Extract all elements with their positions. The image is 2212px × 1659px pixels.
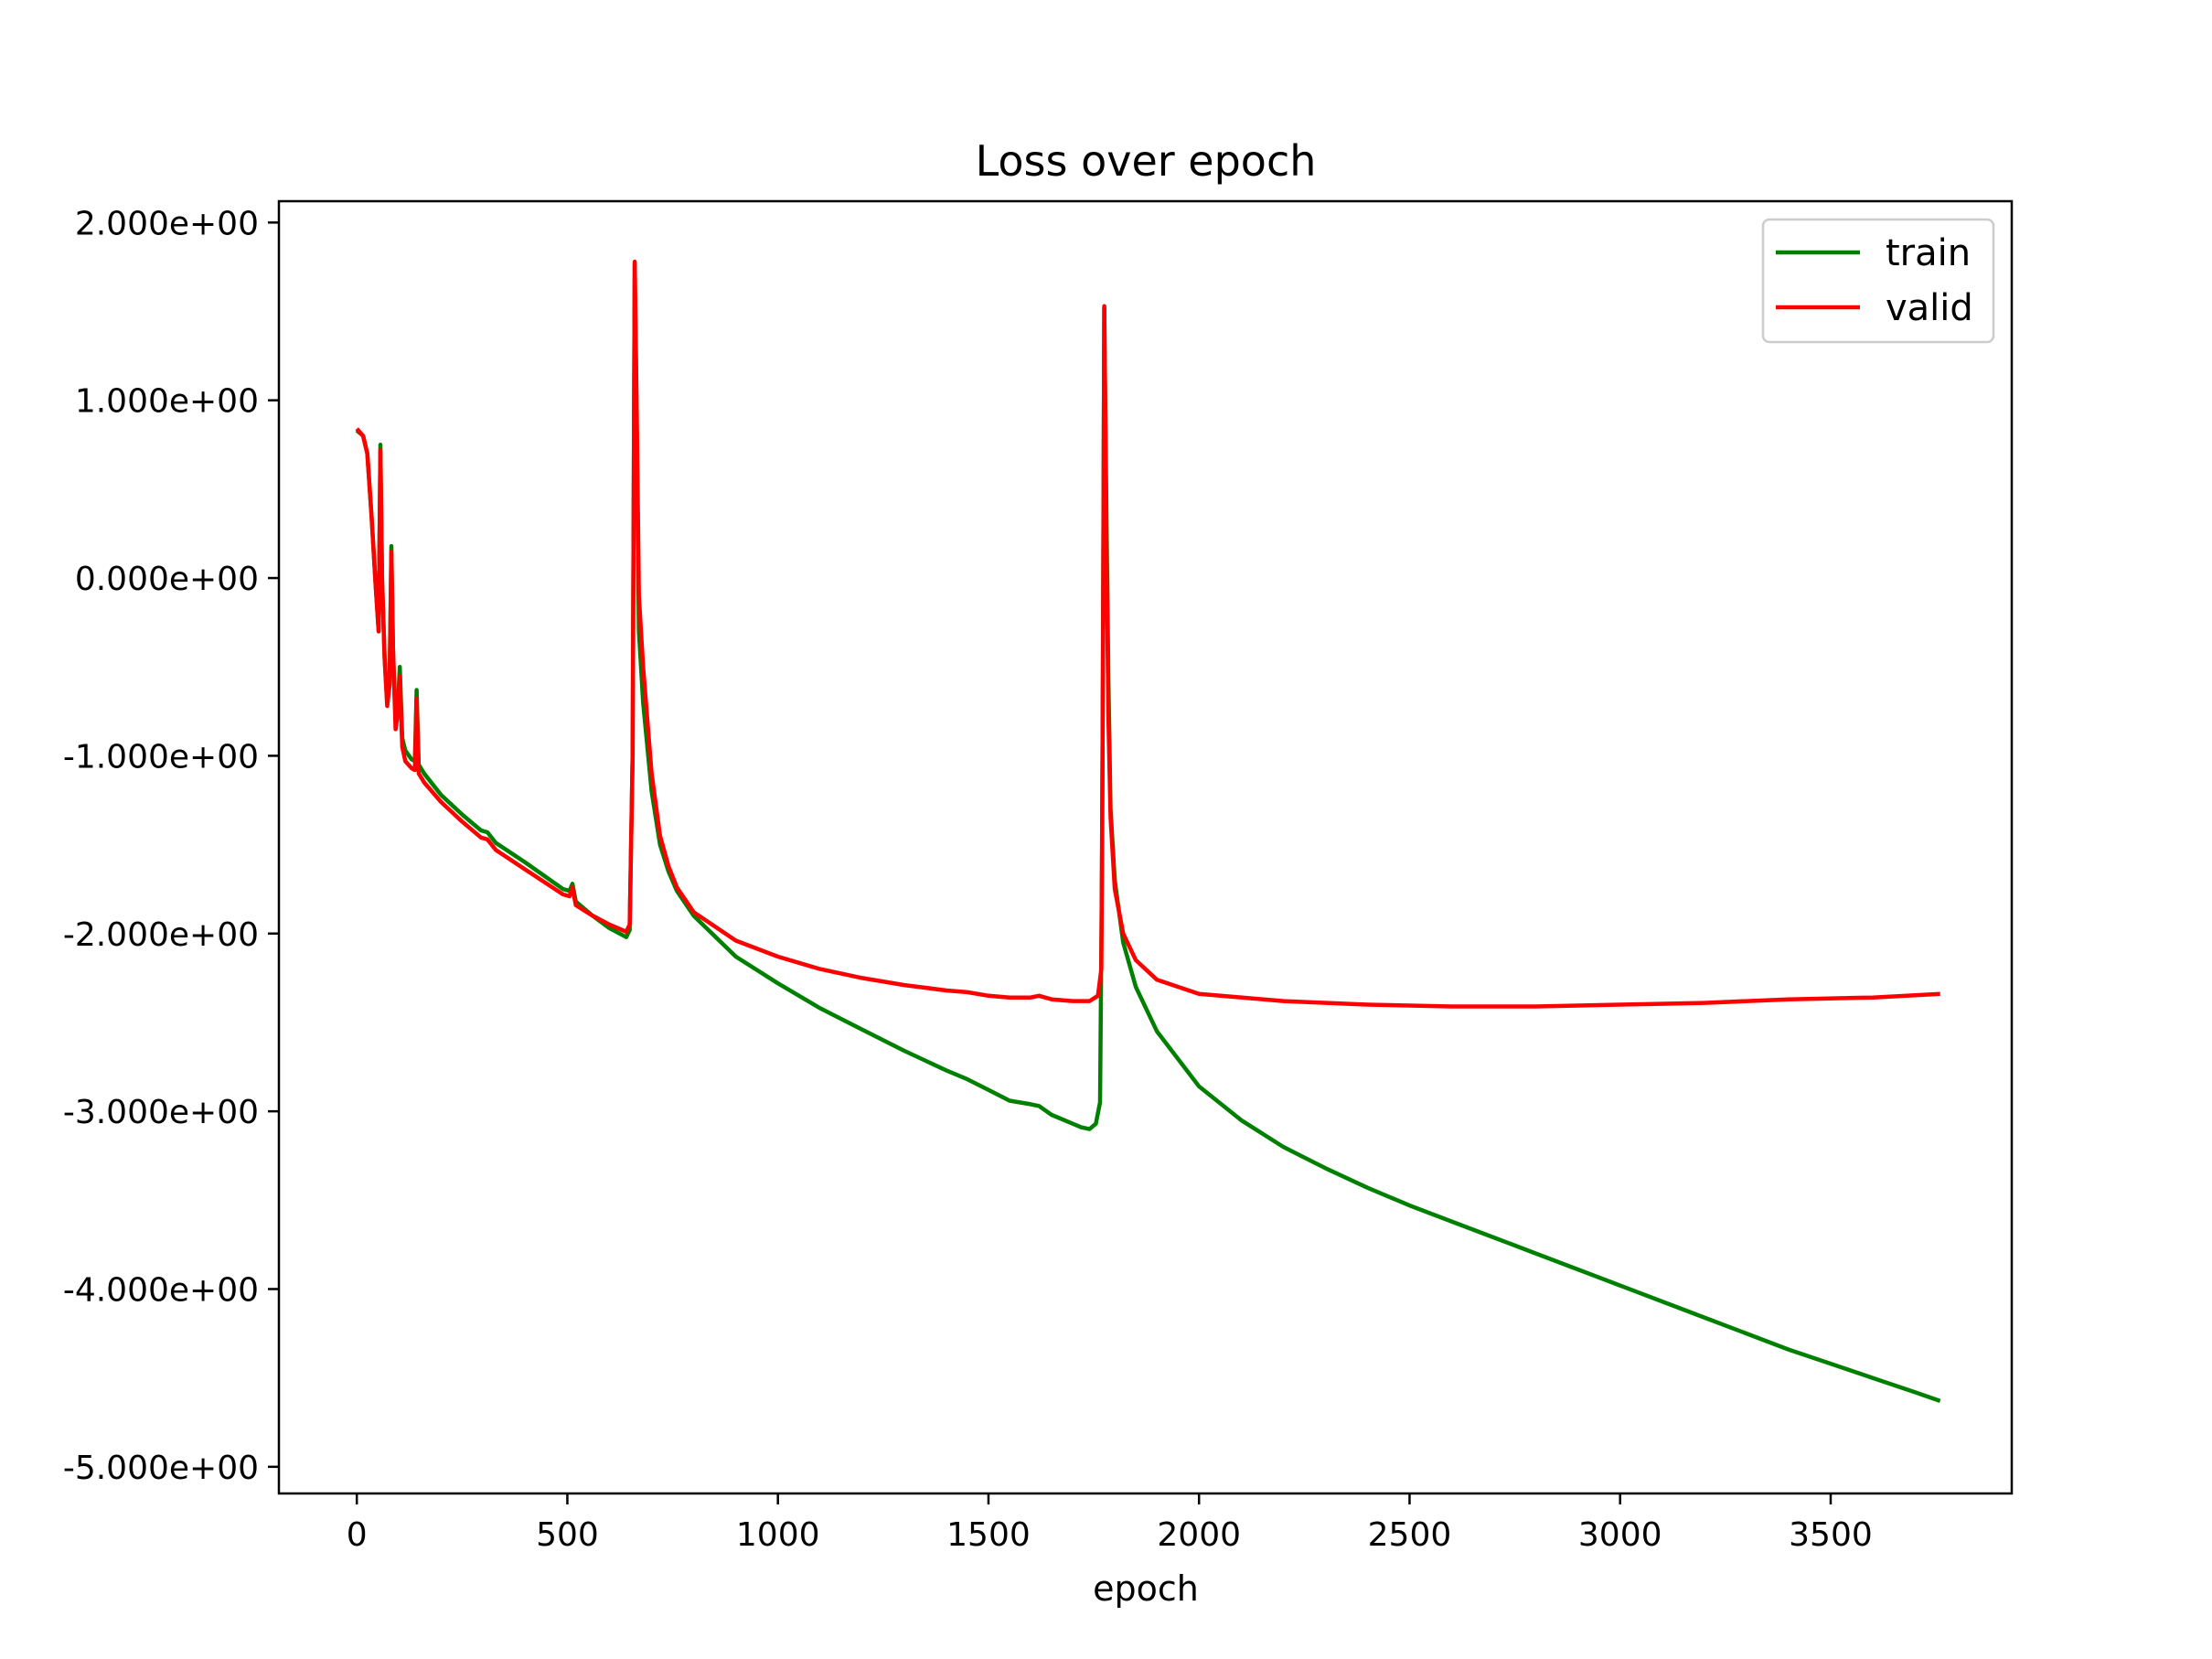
- x-tick-label: 2000: [1157, 1516, 1241, 1554]
- x-tick-label: 1500: [946, 1516, 1031, 1554]
- y-axis: 2.000e+00 1.000e+00 0.000e+00 -1.000e+00 -2.…: [63, 205, 279, 1487]
- series-line-valid: [355, 259, 1940, 1009]
- y-tick-label: -2.000e+00: [63, 916, 259, 954]
- x-tick-label: 1000: [736, 1516, 820, 1554]
- plot-frame: [277, 199, 2014, 1495]
- legend-train-label: train: [1886, 232, 1971, 274]
- x-tick-label: 3500: [1789, 1516, 1873, 1554]
- x-axis: 0 500 1000 1500 2000 2500 3000 3500: [347, 1493, 1873, 1554]
- series-layer: [355, 259, 1941, 1404]
- y-tick-label: 2.000e+00: [75, 205, 259, 242]
- y-tick-label: -3.000e+00: [63, 1094, 259, 1131]
- plot-area: [277, 199, 2014, 1495]
- y-tick-label: -1.000e+00: [63, 738, 259, 776]
- y-tick-label: -5.000e+00: [63, 1450, 259, 1487]
- x-tick-label: 3000: [1578, 1516, 1662, 1554]
- legend-box: [1761, 218, 1995, 344]
- x-axis-label: epoch: [1093, 1568, 1199, 1609]
- series-line-train: [355, 261, 1941, 1404]
- y-tick-label: 0.000e+00: [75, 561, 259, 598]
- y-tick-label: -4.000e+00: [63, 1271, 259, 1309]
- legend-valid-label: valid: [1886, 287, 1973, 329]
- chart-title: Loss over epoch: [976, 136, 1317, 186]
- x-tick-label: 500: [536, 1516, 599, 1554]
- y-tick-label: 1.000e+00: [75, 383, 259, 421]
- x-tick-label: 0: [347, 1516, 368, 1554]
- x-tick-label: 2500: [1368, 1516, 1452, 1554]
- legend: train valid: [1761, 218, 1995, 344]
